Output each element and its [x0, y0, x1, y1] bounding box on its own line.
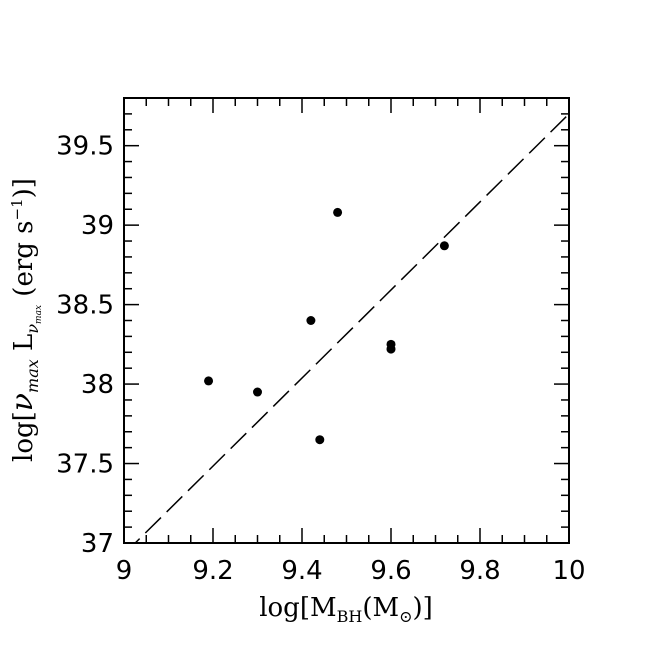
x-tick-label: 9 [116, 556, 133, 586]
y-tick-labels: 37 37.5 38 38.5 39 39.5 [56, 132, 114, 559]
data-point [386, 344, 396, 354]
axis-ticks [123, 97, 570, 544]
fit-line [134, 113, 569, 543]
data-point [306, 316, 316, 325]
data-point [333, 207, 343, 217]
y-tick-label: 39.5 [56, 132, 114, 162]
x-tick-label: 9.4 [281, 556, 322, 586]
data-point [204, 376, 214, 386]
x-tick-label: 9.2 [192, 556, 233, 586]
data-points [204, 207, 449, 445]
y-tick-label: 38 [81, 370, 114, 400]
y-tick-label: 37 [81, 529, 114, 559]
x-tick-label: 10 [552, 556, 585, 586]
plot-frame [123, 97, 570, 544]
x-tick-labels: 9 9.2 9.4 9.6 9.8 10 [116, 556, 586, 586]
y-axis-label: log[νmax Lνmax (erg s−1)] [5, 178, 44, 462]
y-tick-label: 39 [81, 211, 114, 241]
y-tick-label: 38.5 [56, 291, 114, 321]
x-tick-label: 9.8 [459, 556, 500, 586]
data-point [439, 241, 449, 251]
y-tick-label: 37.5 [56, 450, 114, 480]
data-point [253, 387, 262, 397]
x-axis-label: log[MBH(M⊙)] [259, 593, 433, 626]
x-tick-label: 9.6 [370, 556, 411, 586]
data-point [315, 435, 325, 445]
